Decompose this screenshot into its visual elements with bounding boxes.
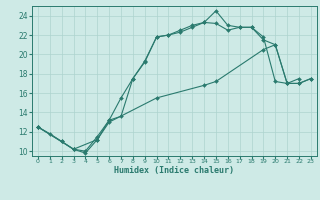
X-axis label: Humidex (Indice chaleur): Humidex (Indice chaleur) bbox=[115, 166, 234, 175]
